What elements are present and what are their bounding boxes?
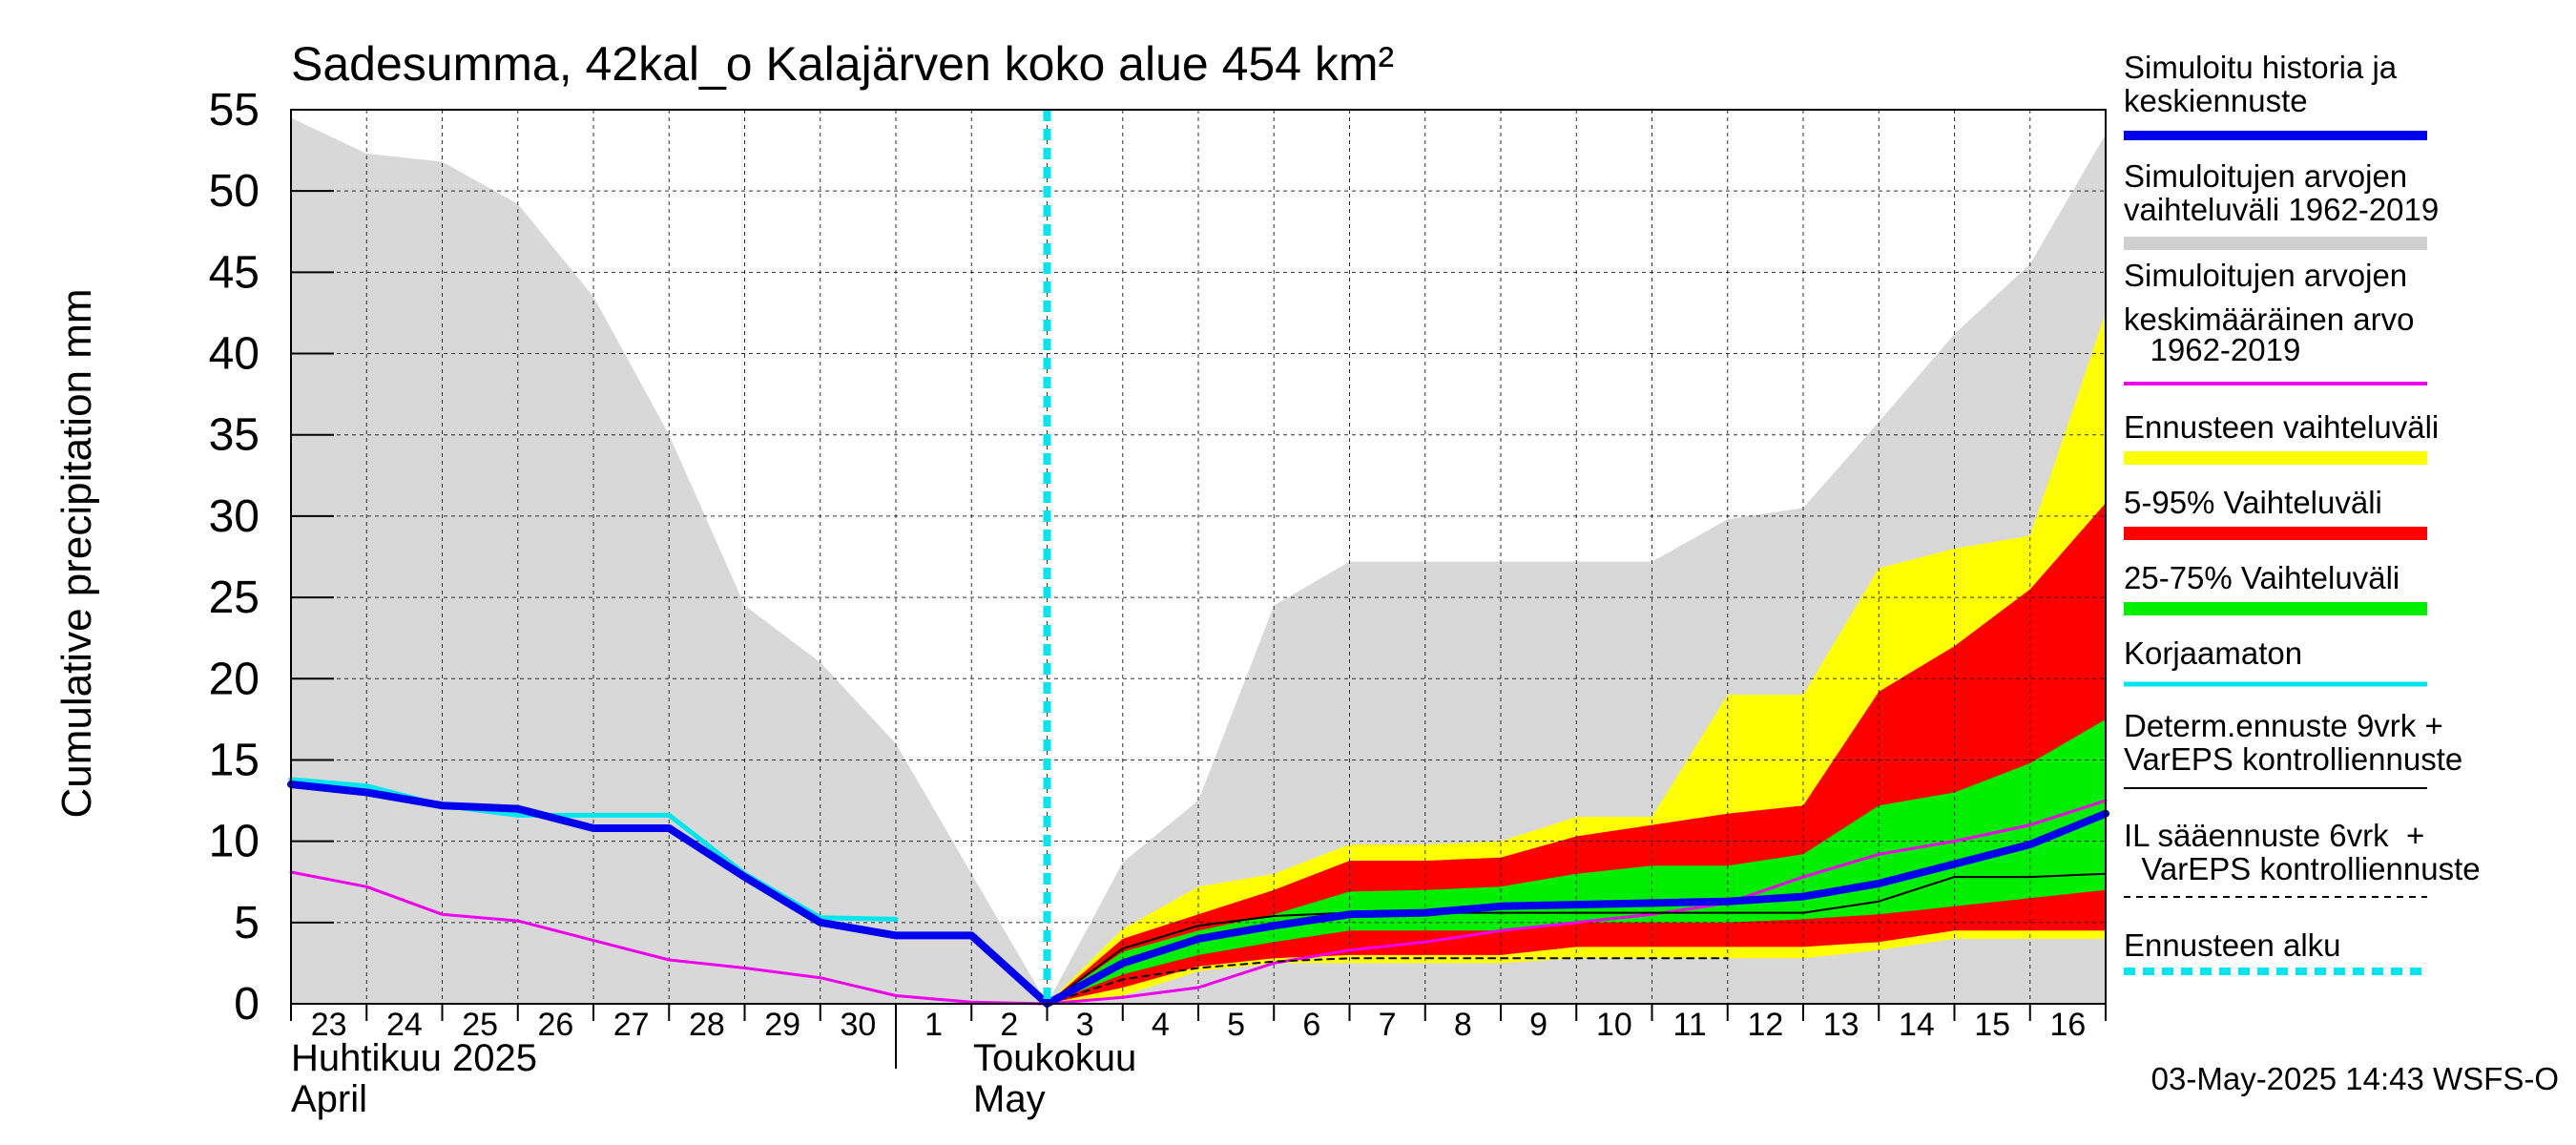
legend-label: Simuloitu historia ja [2124,50,2398,85]
legend-label: VarEPS kontrolliennuste [2124,851,2481,886]
x-tick-label: 23 [311,1007,347,1043]
month-label: Toukokuu [973,1037,1136,1079]
legend-label: Ennusteen vaihteluväli [2124,409,2439,445]
y-tick-label: 5 [234,898,260,948]
x-tick-label: 29 [764,1007,800,1043]
y-tick-label: 10 [209,817,260,867]
month-label: Huhtikuu 2025 [291,1037,537,1079]
x-tick-label: 3 [1076,1007,1094,1043]
legend-label: 1962-2019 [2124,332,2300,367]
x-tick-label: 7 [1379,1007,1397,1043]
y-axis-label: Cumulative precipitation mm [53,288,100,818]
legend-label: VarEPS kontrolliennuste [2124,741,2462,777]
legend-label: keskimääräinen arvo [2124,302,2414,337]
legend-label: Korjaamaton [2124,635,2302,671]
legend-label: keskiennuste [2124,83,2308,118]
legend-label: vaihteluväli 1962-2019 [2124,192,2439,227]
y-tick-label: 0 [234,979,260,1030]
y-tick-label: 25 [209,572,260,623]
legend-label: 5-95% Vaihteluväli [2124,485,2382,520]
x-tick-label: 15 [1974,1007,2010,1043]
timestamp: 03-May-2025 14:43 WSFS-O [2151,1061,2559,1096]
x-tick-label: 10 [1596,1007,1632,1043]
x-tick-label: 27 [613,1007,650,1043]
x-tick-label: 13 [1823,1007,1859,1043]
x-tick-label: 30 [840,1007,876,1043]
series-band-3 [1047,718,2106,1004]
series-line-0 [289,799,2108,1006]
x-tick-label: 11 [1672,1007,1706,1043]
series-line-1 [1046,957,1729,1005]
x-tick-label: 6 [1302,1007,1320,1043]
month-label: April [291,1078,367,1120]
x-tick-label: 28 [689,1007,725,1043]
month-label: May [973,1078,1046,1120]
x-tick-label: 14 [1899,1007,1935,1043]
x-tick-label: 25 [462,1007,498,1043]
series-line-4 [287,781,2109,1008]
x-tick-label: 2 [1000,1007,1018,1043]
y-tick-label: 15 [209,735,260,785]
y-tick-label: 40 [209,329,260,380]
x-tick-label: 4 [1152,1007,1170,1043]
x-tick-label: 24 [386,1007,423,1043]
y-tick-label: 45 [209,247,260,298]
legend-label: Ennusteen alku [2124,927,2341,963]
legend-label: Simuloitujen arvojen [2124,258,2407,293]
legend-label: Simuloitujen arvojen [2124,158,2407,194]
legend-label: Determ.ennuste 9vrk + [2124,708,2443,743]
legend-label: 25-75% Vaihteluväli [2124,560,2399,595]
y-tick-label: 55 [209,85,260,135]
y-tick-label: 20 [209,654,260,704]
y-tick-label: 50 [209,166,260,217]
x-tick-label: 1 [924,1007,943,1043]
line-layer [287,110,2109,1008]
x-tick-label: 12 [1747,1007,1783,1043]
x-tick-label: 26 [537,1007,573,1043]
x-tick-label: 9 [1529,1007,1548,1043]
series-line-2 [1046,872,2107,1005]
legend-label: IL sääennuste 6vrk + [2124,818,2424,853]
y-tick-label: 35 [209,410,260,461]
x-tick-label: 8 [1454,1007,1472,1043]
y-tick-label: 30 [209,491,260,542]
x-tick-label: 5 [1227,1007,1245,1043]
x-tick-label: 16 [2049,1007,2086,1043]
chart-title: Sadesumma, 42kal_o Kalajärven koko alue … [291,37,1394,91]
